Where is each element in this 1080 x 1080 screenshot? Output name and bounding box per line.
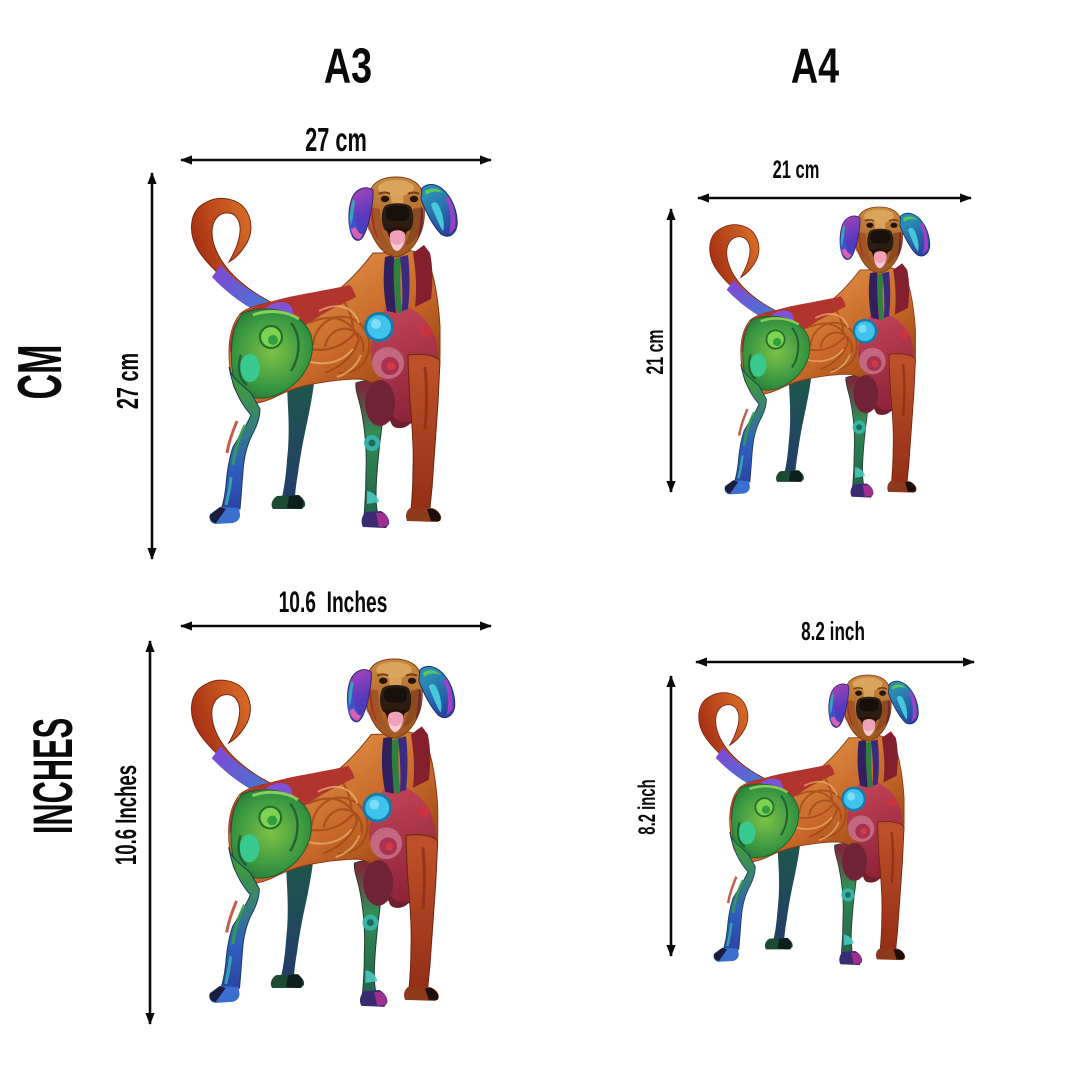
svg-text:27 cm: 27 cm [109, 353, 145, 409]
svg-text:10.6 Inches: 10.6 Inches [279, 586, 388, 619]
svg-text:8.2 inch: 8.2 inch [801, 616, 865, 646]
svg-text:INCHES: INCHES [21, 718, 84, 834]
svg-text:10.6 Inches: 10.6 Inches [110, 765, 144, 865]
svg-text:CM: CM [4, 345, 74, 400]
svg-text:A3: A3 [324, 39, 372, 94]
svg-text:21 cm: 21 cm [773, 157, 820, 184]
svg-text:21 cm: 21 cm [643, 330, 669, 375]
svg-text:8.2 inch: 8.2 inch [635, 779, 661, 834]
svg-text:27 cm: 27 cm [305, 121, 367, 158]
svg-text:A4: A4 [791, 39, 840, 94]
